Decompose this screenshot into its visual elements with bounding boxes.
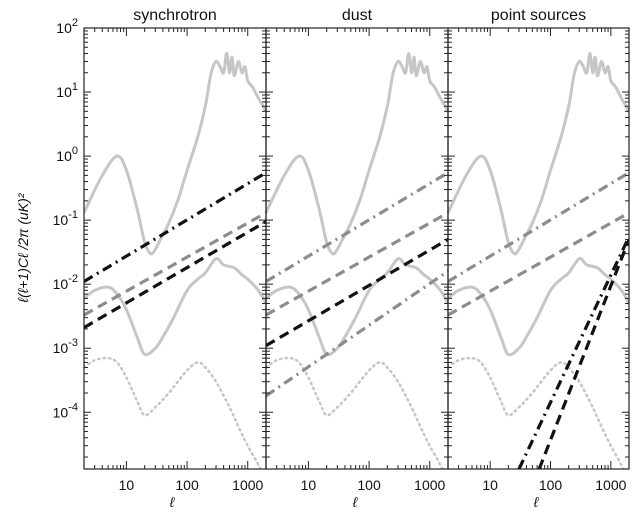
x-tick-label: 1000 xyxy=(232,477,263,493)
x-tick-label: 10 xyxy=(482,477,498,493)
x-tick-label: 10 xyxy=(119,477,135,493)
x-tick-label: 100 xyxy=(357,477,381,493)
x-tick-label: 100 xyxy=(539,477,563,493)
panel-1-series-3 xyxy=(84,220,266,329)
panel-3-plot xyxy=(448,52,629,469)
panel-2-series-2 xyxy=(266,211,448,317)
y-tick-label: 102 xyxy=(56,17,78,36)
panel-2-series-4 xyxy=(266,269,448,398)
x-axis-label-3: ℓ xyxy=(533,494,539,510)
panel-1-series-1 xyxy=(84,171,266,283)
panel-3-series-2 xyxy=(448,211,629,317)
cmb-ee-curve xyxy=(84,257,266,357)
y-tick-label: 10-1 xyxy=(53,209,78,228)
panel-3-series-3 xyxy=(517,236,629,469)
cmb-tt-curve xyxy=(448,52,629,256)
x-tick-label: 10 xyxy=(301,477,317,493)
panel-3-frame xyxy=(447,27,630,470)
panel-2-title: dust xyxy=(342,7,373,24)
panel-2-frame xyxy=(265,27,449,470)
panel-2-series-3 xyxy=(266,238,448,347)
cmb-ee-curve xyxy=(266,257,448,357)
cmb-tt-curve xyxy=(84,52,266,256)
panel-3-title: point sources xyxy=(491,7,586,24)
y-axis-label: ℓ(ℓ+1)Cℓ /2π (uK)² xyxy=(15,192,31,303)
cmb-tt-curve xyxy=(266,52,448,256)
x-tick-label: 100 xyxy=(175,477,199,493)
x-tick-label: 1000 xyxy=(595,477,626,493)
panel-1-frame xyxy=(83,27,267,470)
y-tick-label: 10-2 xyxy=(53,273,78,292)
panel-2-plot xyxy=(266,52,448,469)
x-axis-label-1: ℓ xyxy=(169,494,175,510)
cmb-ee-curve xyxy=(448,257,629,357)
y-tick-label: 10-4 xyxy=(53,401,78,420)
cmb-bb-curve xyxy=(84,356,262,469)
panel-1-series-2 xyxy=(84,211,266,317)
panel-1-plot xyxy=(84,52,266,469)
panel-2-series-1 xyxy=(266,171,448,283)
panel-1-title: synchrotron xyxy=(133,7,217,24)
x-tick-label: 1000 xyxy=(414,477,445,493)
y-tick-label: 101 xyxy=(56,81,78,100)
panel-3-series-4 xyxy=(537,238,629,469)
cmb-bb-curve xyxy=(448,356,625,469)
cmb-bb-curve xyxy=(266,356,444,469)
y-tick-label: 10-3 xyxy=(53,337,78,356)
y-tick-label: 100 xyxy=(56,145,78,164)
x-axis-label-2: ℓ xyxy=(352,494,358,510)
